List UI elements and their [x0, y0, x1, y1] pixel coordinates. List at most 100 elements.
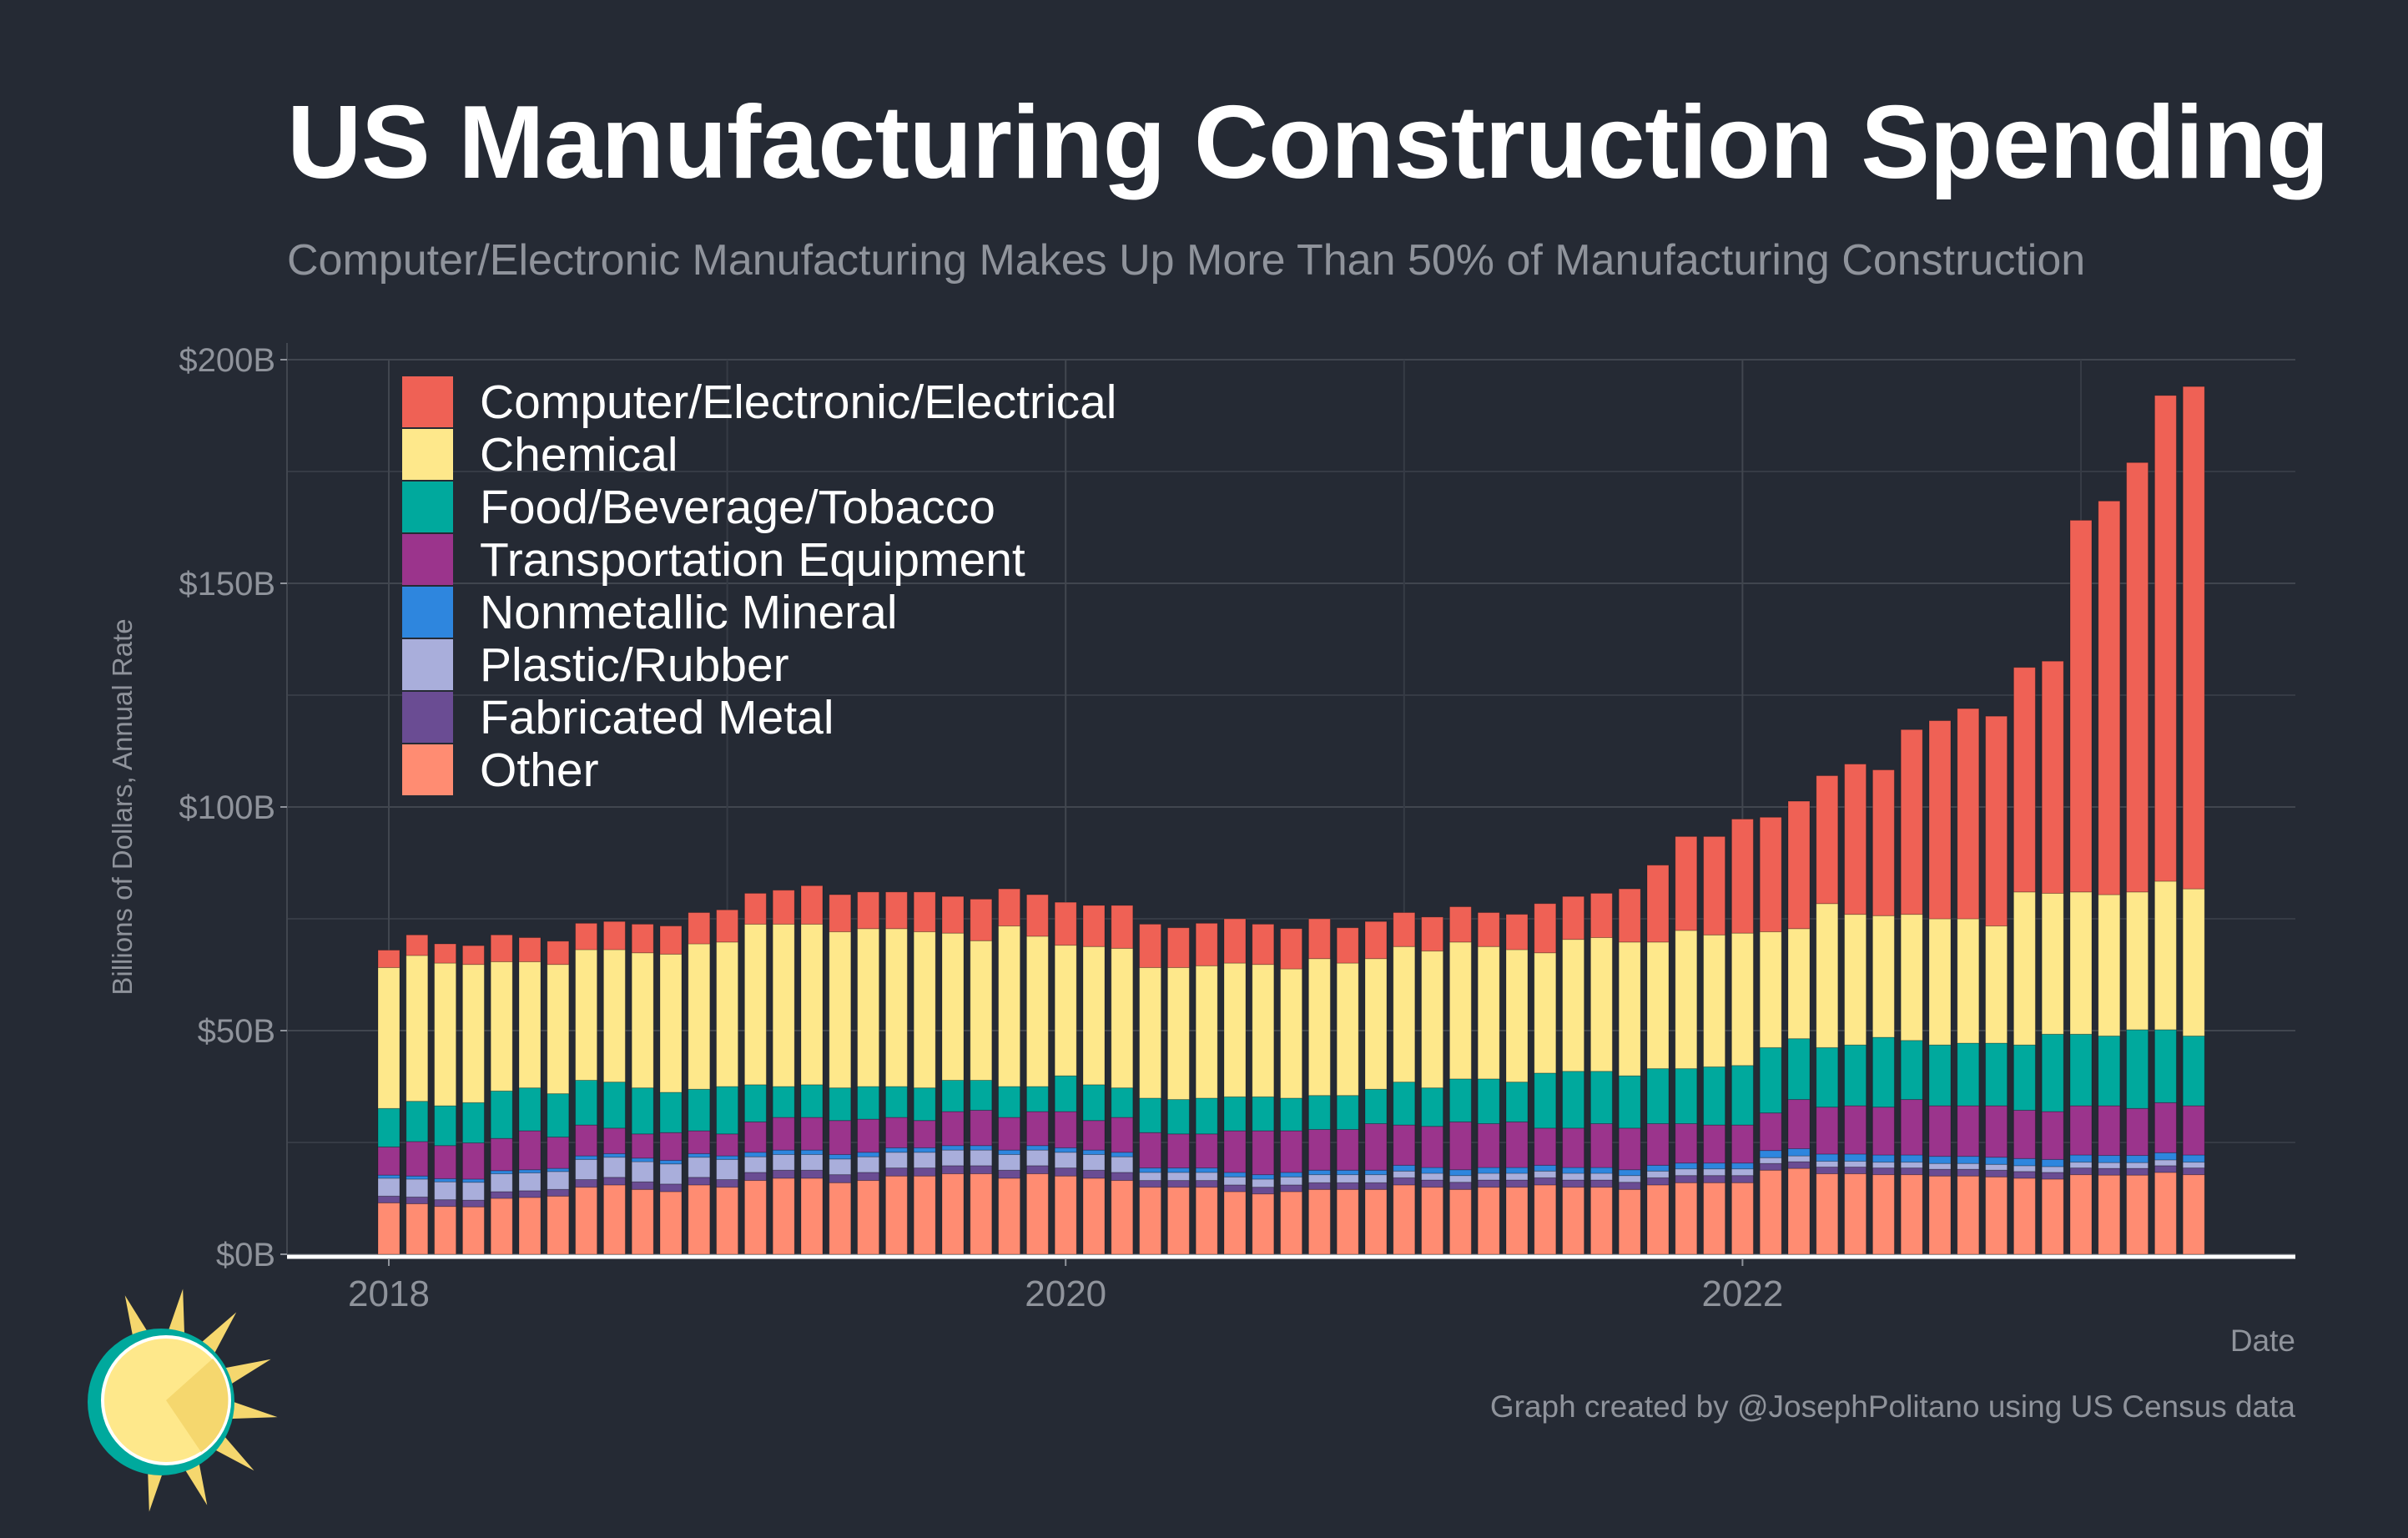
- legend-item-transportation: Transportation Equipment: [402, 533, 1116, 587]
- bar-segment: [1730, 1182, 1754, 1255]
- bar-stack: [659, 925, 683, 1255]
- legend-item-food: Food/Beverage/Tobacco: [402, 481, 1116, 534]
- bar-segment: [998, 1169, 1021, 1179]
- bar-segment: [1364, 920, 1388, 960]
- bar-stack: [1139, 923, 1162, 1255]
- bar-segment: [829, 1174, 852, 1183]
- bar-segment: [1364, 1122, 1388, 1171]
- bar-segment: [913, 1167, 936, 1177]
- bar-segment: [659, 1163, 683, 1185]
- bar-segment: [547, 940, 570, 966]
- bar-stack: [1421, 916, 1444, 1255]
- bar-segment: [970, 898, 993, 941]
- bar-segment: [575, 1124, 598, 1157]
- bar-segment: [1844, 1166, 1867, 1175]
- bar-segment: [970, 940, 993, 1081]
- bar-segment: [1646, 865, 1670, 943]
- sun-ray: [212, 1435, 254, 1471]
- bar-segment: [2069, 1167, 2093, 1176]
- bar-segment: [1787, 1099, 1811, 1150]
- bar-stack: [1223, 918, 1247, 1255]
- bar-segment: [800, 1084, 824, 1118]
- bar-segment: [1166, 1180, 1190, 1188]
- bar-segment: [461, 964, 485, 1103]
- bar-segment: [575, 1155, 598, 1160]
- bar-segment: [377, 1195, 400, 1203]
- bar-segment: [2182, 888, 2205, 1036]
- bar-segment: [1505, 1172, 1529, 1181]
- bar-segment: [1054, 945, 1077, 1077]
- bar-segment: [1534, 952, 1557, 1074]
- bar-segment: [1307, 1174, 1331, 1183]
- bar-segment: [1730, 932, 1754, 1067]
- bar-stack: [829, 894, 852, 1255]
- bar-segment: [631, 923, 654, 954]
- bar-segment: [1280, 1184, 1303, 1193]
- bar-segment: [1787, 928, 1811, 1040]
- bar-segment: [2154, 1152, 2177, 1161]
- bar-segment: [547, 1093, 570, 1138]
- bar-segment: [743, 1180, 767, 1255]
- bar-segment: [1166, 1187, 1190, 1255]
- bar-stack: [1195, 922, 1218, 1255]
- bar-segment: [1675, 1168, 1698, 1177]
- bar-segment: [1957, 1162, 1980, 1170]
- bar-segment: [1393, 1184, 1416, 1255]
- bar-segment: [1252, 923, 1275, 966]
- bar-segment: [2182, 1154, 2205, 1163]
- bar-segment: [2126, 1029, 2149, 1109]
- bar-segment: [490, 1198, 513, 1255]
- bar-segment: [1252, 1187, 1275, 1195]
- bar-segment: [2098, 1162, 2121, 1169]
- bar-segment: [631, 1157, 654, 1162]
- bar-segment: [1900, 1167, 1923, 1176]
- legend: Computer/Electronic/Electrical Chemical …: [402, 375, 1117, 797]
- bar-segment: [490, 934, 513, 962]
- bar-segment: [490, 1090, 513, 1139]
- bar-segment: [2126, 891, 2149, 1031]
- bar-segment: [1787, 1155, 1811, 1162]
- bar-segment: [1448, 906, 1472, 943]
- bar-segment: [800, 885, 824, 925]
- bar-stack: [970, 898, 993, 1255]
- bar-segment: [2013, 1171, 2036, 1179]
- bar-stack: [575, 922, 598, 1255]
- bar-segment: [1985, 1163, 2008, 1171]
- legend-label: Computer/Electronic/Electrical: [480, 375, 1117, 429]
- bar-segment: [688, 943, 711, 1090]
- bar-segment: [1928, 1105, 1952, 1157]
- bar-segment: [1082, 1120, 1106, 1151]
- bar-segment: [602, 1157, 626, 1178]
- bar-segment: [602, 1152, 626, 1158]
- y-tick-label: $200B: [179, 342, 275, 379]
- bar-segment: [743, 1084, 767, 1122]
- bar-segment: [1759, 1162, 1782, 1171]
- bar-segment: [913, 1120, 936, 1148]
- bar-segment: [1562, 1187, 1585, 1255]
- legend-swatch: [402, 639, 453, 690]
- bar-segment: [2041, 660, 2064, 894]
- bar-segment: [602, 1127, 626, 1154]
- bar-segment: [547, 1188, 570, 1197]
- bar-segment: [941, 1173, 965, 1255]
- bar-segment: [884, 1152, 908, 1169]
- bar-segment: [602, 1184, 626, 1255]
- bar-segment: [575, 1178, 598, 1188]
- bar-segment: [1759, 1157, 1782, 1164]
- legend-swatch: [402, 482, 453, 532]
- bar-segment: [970, 1145, 993, 1151]
- bar-segment: [2182, 1035, 2205, 1107]
- bar-segment: [1364, 1169, 1388, 1176]
- bar-segment: [829, 1158, 852, 1176]
- bar-segment: [884, 1167, 908, 1177]
- bar-segment: [1082, 1177, 1106, 1255]
- bar-segment: [575, 1079, 598, 1126]
- x-tick-label: 2020: [1025, 1273, 1106, 1314]
- bar-segment: [2013, 1165, 2036, 1172]
- bar-segment: [406, 1175, 429, 1180]
- legend-label: Other: [480, 743, 599, 797]
- bar-segment: [1646, 1184, 1670, 1255]
- bar-segment: [716, 1187, 739, 1255]
- bar-segment: [659, 1191, 683, 1255]
